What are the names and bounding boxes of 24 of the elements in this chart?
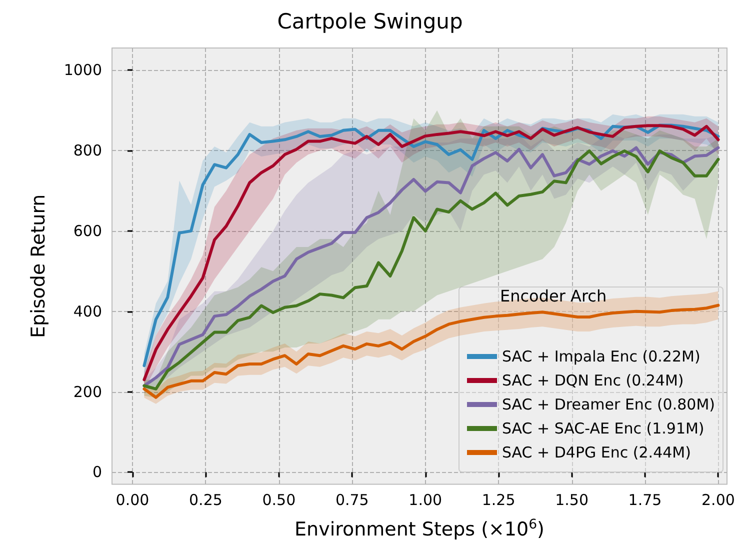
chart-title: Cartpole Swingup [277,10,463,34]
y-tick-label: 200 [73,382,102,401]
x-tick-label: 0.25 [189,490,222,509]
x-tick-label: 0.00 [116,490,150,509]
x-tick-label: 1.25 [482,490,516,509]
legend-label: SAC + Dreamer Enc (0.80M) [502,396,716,414]
legend-label: SAC + DQN Enc (0.24M) [502,372,684,390]
x-tick-label: 1.00 [408,490,442,509]
x-tick-label: 0.75 [335,490,369,509]
x-tick-label: 0.50 [262,490,296,509]
x-tick-label: 1.50 [555,490,588,509]
y-tick-label: 800 [73,142,102,160]
line-series [142,304,720,399]
y-tick-label: 1000 [64,61,102,80]
legend-label: SAC + SAC-AE Enc (1.91M) [502,420,704,438]
y-tick-label: 400 [73,302,102,320]
y-tick-label: 0 [92,463,102,482]
x-tick-label: 2.00 [702,490,735,509]
legend-title: Encoder Arch [500,286,607,306]
y-axis-title: Episode Return [28,194,50,338]
legend-label: SAC + Impala Enc (0.22M) [502,348,700,366]
legend-label: SAC + D4PG Enc (2.44M) [502,444,691,462]
y-tick-label: 600 [73,222,102,240]
x-tick-label: 1.75 [628,490,662,509]
